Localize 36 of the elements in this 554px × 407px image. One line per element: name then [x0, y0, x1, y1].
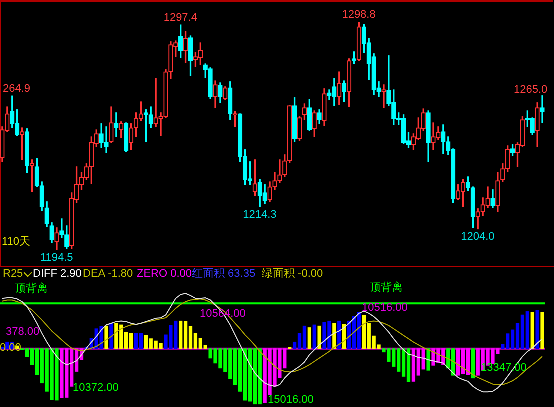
annotation: 1298.8	[342, 9, 376, 21]
bar	[308, 328, 312, 350]
annotation: 15016.00	[268, 394, 314, 406]
annotation: 1265.0	[514, 84, 548, 96]
bar	[104, 326, 108, 350]
bar	[312, 324, 316, 350]
annotation: 1194.5	[40, 252, 74, 264]
bar	[426, 348, 430, 371]
text: R25	[3, 268, 24, 280]
bar	[332, 323, 336, 350]
text: DEA -1.80	[83, 268, 134, 280]
text: 绿面积 -0.00	[262, 268, 324, 280]
annotation: 顶背离	[370, 282, 403, 294]
bar	[110, 323, 114, 350]
candlestick	[114, 112, 119, 138]
annotation: 378.00	[6, 326, 40, 338]
bar	[530, 312, 534, 350]
annotation: 1214.3	[243, 208, 277, 221]
annotation: 0.00	[0, 342, 22, 354]
bar	[471, 348, 475, 379]
text: 红面积 63.35	[192, 268, 256, 280]
candlestick	[60, 218, 64, 238]
annotation: 110天	[2, 236, 31, 248]
annotation: 264.9	[3, 83, 31, 96]
bar	[540, 312, 544, 350]
text: ZERO 0.00	[137, 268, 192, 280]
ref-line-label: 顶背离	[15, 282, 48, 295]
text: DIFF 2.90	[33, 268, 82, 280]
annotation: 1297.4	[164, 12, 198, 24]
bar	[318, 326, 322, 350]
candlestick	[382, 84, 386, 108]
candlestick	[540, 96, 545, 124]
bar	[536, 310, 540, 350]
annotation: 10516.00	[362, 302, 408, 314]
annotation: 10372.00	[73, 382, 119, 394]
annotation: 1204.0	[461, 231, 495, 244]
